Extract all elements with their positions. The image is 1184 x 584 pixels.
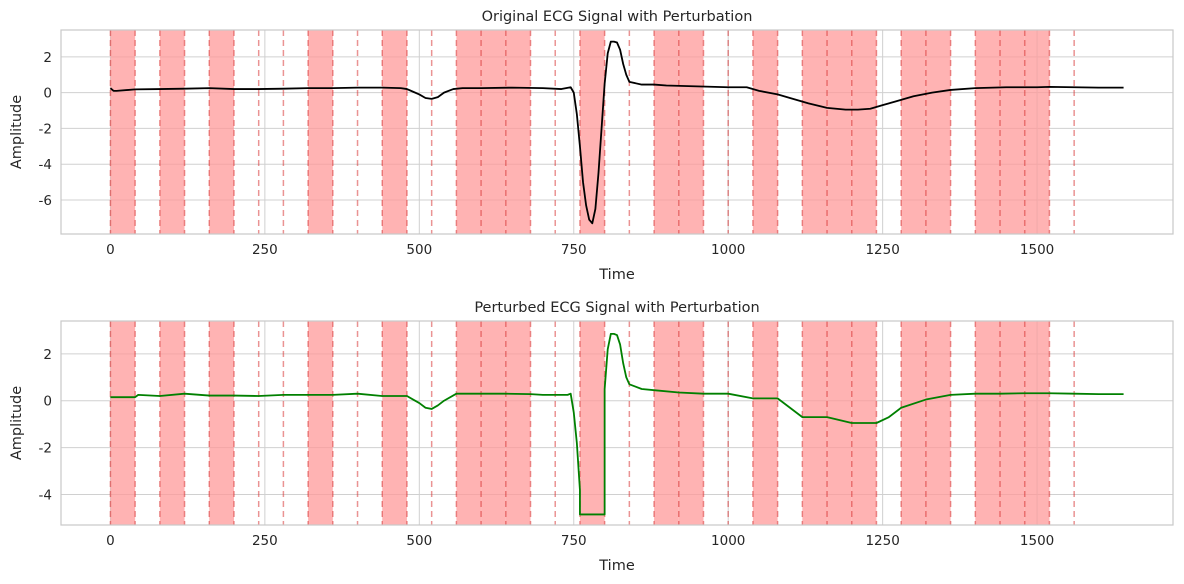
perturbation-region bbox=[382, 30, 407, 234]
perturbation-region bbox=[901, 321, 926, 525]
perturbation-region bbox=[1037, 321, 1050, 525]
perturbation-region bbox=[382, 321, 407, 525]
y-tick-label: -2 bbox=[39, 441, 52, 457]
y-tick-label: 2 bbox=[43, 50, 52, 66]
perturbation-region bbox=[1000, 321, 1025, 525]
x-tick-label: 1250 bbox=[865, 242, 899, 258]
perturbation-region bbox=[308, 30, 333, 234]
perturbation-region bbox=[802, 321, 828, 525]
y-tick-label: -6 bbox=[39, 193, 52, 209]
perturbation-region bbox=[827, 30, 852, 234]
y-tick-label: 0 bbox=[43, 394, 52, 410]
perturbation-region bbox=[1024, 30, 1038, 234]
perturbation-region bbox=[975, 321, 1001, 525]
x-tick-label: 750 bbox=[561, 242, 587, 258]
x-tick-label: 0 bbox=[106, 242, 115, 258]
perturbation-region bbox=[456, 321, 482, 525]
x-tick-label: 250 bbox=[252, 533, 278, 549]
perturbation-region bbox=[802, 30, 828, 234]
x-axis-label: Time bbox=[598, 267, 635, 283]
perturbation-region bbox=[110, 321, 136, 525]
perturbation-region bbox=[827, 321, 852, 525]
chart-title: Original ECG Signal with Perturbation bbox=[482, 9, 753, 25]
perturbation-region bbox=[752, 30, 778, 234]
perturbation-region bbox=[159, 321, 185, 525]
x-tick-label: 500 bbox=[406, 533, 432, 549]
perturbation-region bbox=[579, 321, 605, 525]
x-tick-label: 1000 bbox=[711, 533, 745, 549]
plot-area bbox=[109, 321, 1124, 525]
x-tick-label: 250 bbox=[252, 242, 278, 258]
y-tick-label: -4 bbox=[39, 157, 52, 173]
x-tick-label: 1500 bbox=[1020, 533, 1054, 549]
perturbation-region bbox=[505, 321, 531, 525]
perturbation-region bbox=[975, 30, 1001, 234]
perturbation-region bbox=[159, 30, 185, 234]
x-tick-label: 1250 bbox=[865, 533, 899, 549]
y-tick-label: 2 bbox=[43, 347, 52, 363]
y-axis-label: Amplitude bbox=[9, 386, 25, 460]
x-tick-label: 500 bbox=[406, 242, 432, 258]
x-tick-label: 1000 bbox=[711, 242, 745, 258]
perturbation-region bbox=[1024, 321, 1038, 525]
perturbation-region bbox=[1000, 30, 1025, 234]
original-ecg-panel: 0 250 500 750 1000 1250 1500 -6 -4 -2 0 2 Original E… bbox=[9, 9, 1174, 283]
perturbation-region bbox=[925, 321, 951, 525]
original-signal-line bbox=[109, 40, 1124, 225]
y-tick-label: 0 bbox=[43, 86, 52, 102]
perturbed-ecg-panel: 0 250 500 750 1000 1250 1500 -4 -2 0 2 Perturbed EC… bbox=[9, 300, 1174, 574]
perturbed-signal-line bbox=[110, 332, 1124, 516]
perturbation-region bbox=[678, 321, 704, 525]
x-tick-label: 0 bbox=[106, 533, 115, 549]
perturbation-region bbox=[481, 321, 506, 525]
perturbation-region bbox=[1037, 30, 1050, 234]
perturbation-region bbox=[481, 30, 506, 234]
perturbation-region bbox=[851, 30, 877, 234]
chart-title: Perturbed ECG Signal with Perturbation bbox=[474, 300, 759, 316]
y-axis-label: Amplitude bbox=[9, 95, 25, 169]
perturbation-region bbox=[654, 30, 679, 234]
y-tick-label: -4 bbox=[39, 488, 52, 504]
perturbation-region bbox=[678, 30, 704, 234]
y-tick-label: -2 bbox=[39, 121, 52, 137]
perturbation-region bbox=[925, 30, 951, 234]
perturbation-region bbox=[505, 30, 531, 234]
perturbation-region bbox=[209, 30, 234, 234]
x-axis-label: Time bbox=[598, 558, 635, 574]
perturbation-region bbox=[456, 30, 482, 234]
plot-area bbox=[109, 30, 1124, 234]
perturbation-region bbox=[901, 30, 926, 234]
perturbation-region bbox=[752, 321, 778, 525]
x-tick-label: 750 bbox=[561, 533, 587, 549]
perturbation-region bbox=[209, 321, 234, 525]
x-tick-label: 1500 bbox=[1020, 242, 1054, 258]
perturbation-region bbox=[654, 321, 679, 525]
axes-frame bbox=[60, 29, 1174, 235]
perturbation-region bbox=[308, 321, 333, 525]
axes-frame bbox=[60, 320, 1174, 526]
perturbation-region bbox=[110, 30, 136, 234]
